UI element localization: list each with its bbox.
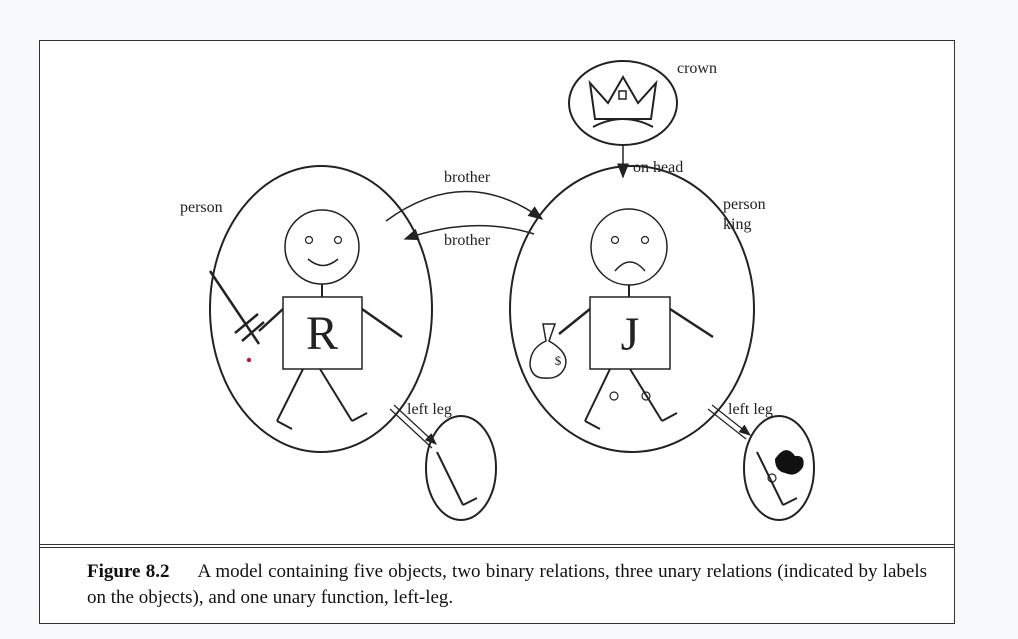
dollar-sign: $ <box>555 353 562 368</box>
red-dot <box>246 357 252 363</box>
on-head-relation: on head <box>617 145 683 179</box>
model-diagram: crown on head person R <box>180 60 815 521</box>
r-letter: R <box>306 307 338 360</box>
caption-divider <box>40 544 954 548</box>
left-leg-object-r <box>425 415 497 521</box>
left-leg-relation-j: left leg <box>707 401 773 440</box>
person-j-object: person king J $ <box>509 165 766 453</box>
left-leg-object-j <box>743 415 815 521</box>
left-leg-label-right: left leg <box>728 401 773 418</box>
crown-icon <box>588 74 658 128</box>
person-j-figure: J <box>558 208 714 430</box>
brother-label-bottom: brother <box>444 232 491 249</box>
crown-object: crown <box>568 60 717 146</box>
brother-label-top: brother <box>444 169 491 186</box>
crown-label: crown <box>677 60 717 77</box>
on-head-label: on head <box>633 159 683 176</box>
left-leg-label-left: left leg <box>407 401 452 418</box>
figure-label: Figure 8.2 <box>87 561 170 582</box>
boot-icon <box>775 450 804 475</box>
person-r-figure: R <box>258 209 403 430</box>
j-letter: J <box>621 308 640 361</box>
brother-relations: brother brother <box>385 169 544 249</box>
person-label-right: person <box>723 196 766 213</box>
figure-caption: Figure 8.2 A model containing five object… <box>87 559 927 611</box>
figure-frame: crown on head person R <box>39 40 955 624</box>
money-bag-icon: $ <box>529 323 567 379</box>
king-label: king <box>723 216 751 233</box>
left-leg-relation-r: left leg <box>389 401 452 449</box>
person-label-left: person <box>180 199 223 216</box>
person-r-object: person R <box>180 165 433 453</box>
sword-icon <box>208 270 265 345</box>
caption-text: A model containing five objects, two bin… <box>87 561 927 608</box>
